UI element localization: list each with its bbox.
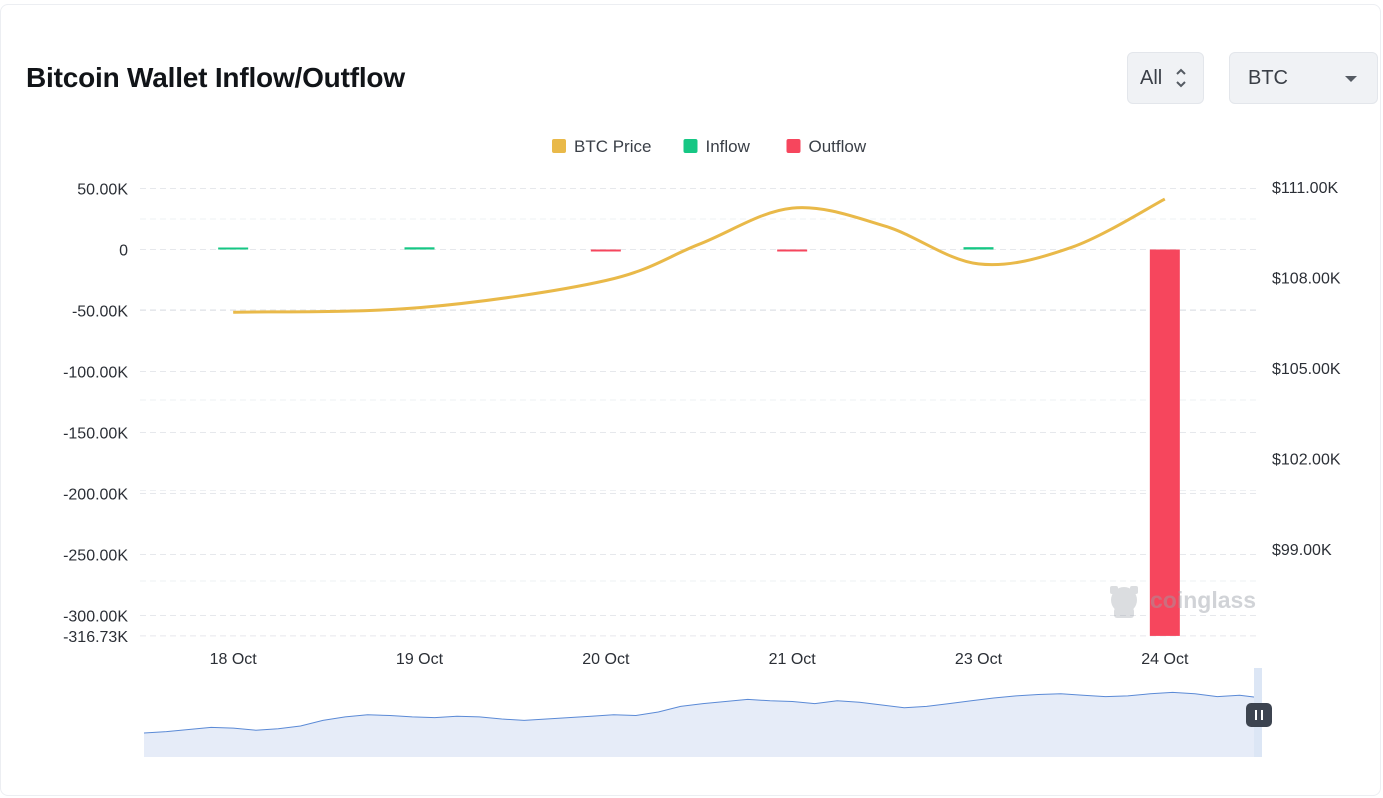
coin-select[interactable]: BTC <box>1229 52 1378 104</box>
updown-chevron-icon <box>1176 68 1186 88</box>
legend-item-inflow[interactable]: Inflow <box>683 137 751 156</box>
x-tick-label: 24 Oct <box>1141 651 1189 668</box>
watermark-text: coinglass <box>1150 587 1256 613</box>
legend[interactable]: BTC Price Inflow Outflow <box>552 137 867 156</box>
navigator-handle[interactable] <box>1246 703 1272 727</box>
logo-body <box>1114 608 1134 618</box>
x-tick-label: 18 Oct <box>210 651 258 668</box>
x-tick-label: 23 Oct <box>955 651 1003 668</box>
y-left-tick-label: -316.73K <box>63 629 128 646</box>
x-tick-label: 20 Oct <box>582 651 630 668</box>
navigator-line <box>143 691 1263 734</box>
legend-label: Inflow <box>706 137 751 156</box>
outflow-bar <box>777 249 808 252</box>
range-navigator[interactable] <box>143 668 1272 757</box>
legend-item-btc-price[interactable]: BTC Price <box>552 137 651 156</box>
coinglass-watermark: coinglass <box>1110 586 1256 618</box>
legend-label: BTC Price <box>574 137 651 156</box>
right-axis: $111.00K $108.00K $105.00K $102.00K $99.00K <box>1272 180 1341 559</box>
x-tick-label: 19 Oct <box>396 651 444 668</box>
y-left-tick-label: -300.00K <box>63 609 128 626</box>
y-left-tick-label: -200.00K <box>63 487 128 504</box>
range-select[interactable]: All <box>1127 52 1204 104</box>
price-line-layer <box>233 197 1166 314</box>
page-title: Bitcoin Wallet Inflow/Outflow <box>26 62 405 93</box>
y-left-tick-label: -100.00K <box>63 365 128 382</box>
outflow-bar <box>1149 249 1180 636</box>
logo-head <box>1111 587 1137 613</box>
y-left-tick-label: 0 <box>119 243 128 260</box>
legend-swatch <box>683 139 698 153</box>
outflow-bar <box>590 249 621 252</box>
coinglass-logo-icon <box>1110 586 1138 618</box>
coin-select-value: BTC <box>1248 66 1288 89</box>
y-left-tick-label: -50.00K <box>72 304 128 321</box>
left-axis: 50.00K 0 -50.00K -100.00K -150.00K -200.00K -2… <box>63 182 128 646</box>
legend-swatch <box>786 139 801 153</box>
y-right-tick-label: $111.00K <box>1272 180 1338 197</box>
y-left-tick-label: -150.00K <box>63 426 128 443</box>
navigator-area <box>144 692 1262 757</box>
inflow-bar <box>404 247 435 250</box>
bars-layer <box>218 247 1180 636</box>
legend-item-outflow[interactable]: Outflow <box>786 137 867 156</box>
logo-ear-right <box>1130 586 1138 594</box>
inflow-bar <box>218 247 249 250</box>
y-left-tick-label: 50.00K <box>77 182 128 199</box>
y-right-tick-label: $105.00K <box>1272 361 1341 378</box>
logo-ear-left <box>1110 586 1118 594</box>
grid-lines <box>140 188 1258 637</box>
y-right-tick-label: $102.00K <box>1272 452 1341 469</box>
range-select-value: All <box>1140 66 1163 89</box>
x-tick-label: 21 Oct <box>769 651 817 668</box>
x-axis: 18 Oct 19 Oct 20 Oct 21 Oct 23 Oct 24 Oct <box>210 651 1189 668</box>
y-right-tick-label: $108.00K <box>1272 271 1341 288</box>
btc-price-line <box>233 197 1166 314</box>
y-right-tick-label: $99.00K <box>1272 542 1332 559</box>
legend-label: Outflow <box>809 137 867 156</box>
y-left-tick-label: -250.00K <box>63 548 128 565</box>
navigator-handle-grip <box>1246 703 1272 727</box>
legend-swatch <box>552 139 566 153</box>
inflow-bar <box>963 247 994 250</box>
caret-down-icon <box>1345 76 1357 82</box>
